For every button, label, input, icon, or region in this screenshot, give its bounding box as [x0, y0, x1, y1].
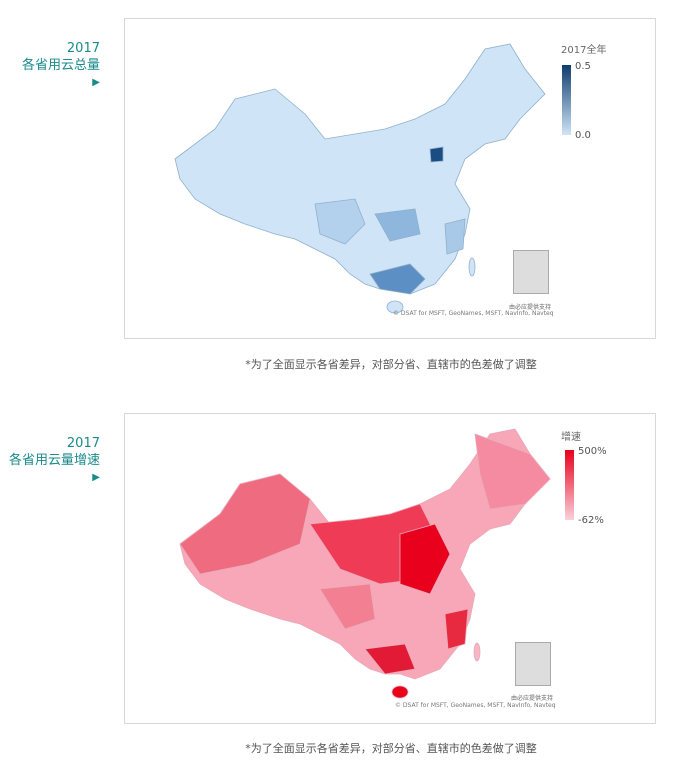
caption: *为了全面显示各省差异，对部分省、直辖市的色差做了调整 — [245, 358, 537, 371]
section2-year: 2017 — [66, 436, 100, 451]
province-region — [474, 433, 551, 510]
country-outline — [174, 43, 546, 295]
map-attribution: © DSAT for MSFT, GeoNames, MSFT, NavInfo… — [393, 310, 554, 317]
province-region — [319, 583, 376, 630]
province-region — [444, 218, 466, 255]
province-region — [314, 198, 366, 245]
province-region — [473, 642, 481, 662]
legend-min: -62% — [578, 515, 604, 526]
section2-label: 2017 各省用云量增速 ▶ — [9, 435, 100, 486]
cloud-growth-map: 增速 500% -62% 由必应提供支持 © DSAT for MSFT, Ge… — [124, 413, 656, 724]
province-region — [179, 473, 311, 575]
cloud-usage-map: 2017全年 0.5 0.0 由必应提供支持 © DSAT for MSFT, … — [124, 18, 656, 339]
caption: *为了全面显示各省差异，对部分省、直辖市的色差做了调整 — [245, 742, 537, 755]
south-china-sea-inset — [513, 250, 549, 294]
china-map-red — [179, 428, 551, 699]
section1-year: 2017 — [66, 41, 100, 56]
legend-gradient — [565, 450, 574, 520]
south-china-sea-inset — [515, 642, 551, 686]
play-arrow-icon[interactable]: ▶ — [92, 472, 100, 483]
province-region — [399, 523, 451, 595]
legend-max: 0.5 — [575, 61, 591, 72]
legend-title: 2017全年 — [561, 45, 607, 56]
play-arrow-icon[interactable]: ▶ — [92, 77, 100, 88]
province-region — [391, 685, 409, 699]
legend-title: 增速 — [561, 432, 581, 443]
province-region — [386, 300, 404, 314]
bing-label: 由必应提供支持 — [509, 304, 552, 311]
province-region — [374, 208, 421, 242]
bing-label: 由必应提供支持 — [511, 695, 554, 702]
legend-gradient — [562, 65, 571, 135]
section2-title: 各省用云量增速 — [8, 453, 100, 468]
section1-title: 各省用云总量 — [21, 58, 100, 73]
province-region — [444, 608, 469, 650]
province-region — [429, 146, 444, 163]
legend-min: 0.0 — [575, 130, 591, 141]
province-region — [369, 263, 426, 295]
province-region — [468, 257, 476, 277]
map-attribution: © DSAT for MSFT, GeoNames, MSFT, NavInfo… — [395, 702, 556, 709]
china-map-blue — [174, 43, 546, 314]
legend-max: 500% — [578, 446, 607, 457]
section1-label: 2017 各省用云总量 ▶ — [22, 40, 100, 91]
province-region — [364, 643, 416, 675]
